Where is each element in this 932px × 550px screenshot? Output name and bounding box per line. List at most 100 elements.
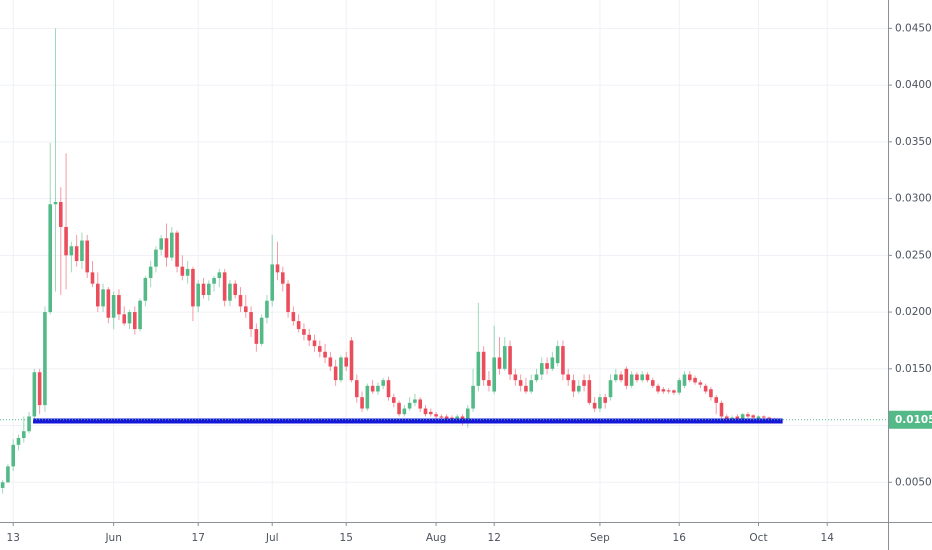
candle-body — [228, 283, 232, 301]
candle-body — [571, 380, 576, 392]
candle-body — [323, 351, 327, 358]
y-tick-label: 0.04500 — [895, 22, 932, 34]
candle-body — [127, 312, 132, 324]
candle-body — [217, 272, 222, 279]
candle-body — [576, 385, 581, 392]
candle-body — [95, 283, 100, 307]
candle-body — [58, 201, 63, 227]
candle-body — [302, 329, 306, 335]
candle-body — [693, 377, 697, 383]
candle-body — [265, 300, 269, 318]
x-tick-label: 15 — [340, 532, 353, 544]
candle-body — [640, 374, 645, 381]
candle-body — [259, 317, 264, 344]
candle-body — [402, 408, 407, 415]
candle-body — [534, 374, 539, 381]
candle-body — [296, 321, 301, 330]
candle-body — [360, 397, 364, 409]
candle-body — [524, 385, 528, 392]
candle-body — [132, 312, 137, 330]
candle-body — [101, 289, 105, 307]
candle-body — [317, 346, 322, 352]
candle-body — [169, 232, 174, 258]
candle-body — [561, 346, 565, 375]
candle-body — [333, 366, 338, 381]
candle-body — [677, 380, 682, 393]
candle-body — [159, 238, 164, 250]
candle-body — [555, 346, 560, 364]
candle-body — [751, 415, 756, 418]
candle-body — [719, 402, 724, 417]
candle-body — [122, 314, 127, 324]
candle-body — [608, 380, 613, 398]
candle-body — [471, 385, 475, 409]
candle-body — [180, 266, 185, 276]
candle-body — [16, 438, 21, 445]
candle-body — [64, 226, 68, 256]
candle-body — [476, 351, 481, 386]
candle-body — [53, 201, 58, 205]
candle-body — [249, 312, 253, 330]
candle-body — [619, 374, 623, 381]
candle-body — [497, 357, 502, 369]
candle-body — [74, 246, 79, 261]
candle-body — [566, 374, 571, 381]
candle-body — [85, 240, 90, 273]
candle-body — [413, 399, 417, 403]
candle-body — [370, 385, 375, 392]
candle-body — [328, 357, 333, 367]
candle-body — [381, 380, 386, 386]
candle-body — [502, 346, 507, 369]
candle-body — [444, 416, 449, 419]
candle-body — [48, 204, 53, 313]
candle-body — [365, 385, 370, 409]
candle-body — [518, 380, 523, 386]
candle-body — [756, 416, 761, 419]
candle-body — [27, 416, 31, 432]
candle-body — [339, 357, 343, 381]
candle-body — [270, 264, 275, 301]
candle-body — [418, 399, 423, 409]
candle-body — [735, 416, 740, 419]
candle-body — [386, 380, 391, 398]
candle-body — [43, 312, 47, 406]
candle-body — [164, 238, 169, 258]
x-tick-label: Jul — [265, 532, 279, 544]
candle-body — [703, 385, 708, 392]
candle-body — [761, 416, 766, 418]
candle-body — [201, 283, 206, 296]
candle-body — [724, 416, 729, 419]
candle-body — [508, 346, 512, 375]
candle-body — [746, 414, 750, 417]
x-tick-label: Jun — [104, 532, 121, 544]
candle-body — [238, 295, 243, 307]
candle-body — [650, 380, 655, 386]
x-tick-label: Sep — [590, 532, 610, 544]
candle-body — [69, 246, 74, 256]
candle-body — [154, 249, 158, 267]
candle-body — [629, 374, 634, 386]
candle-body — [275, 264, 280, 273]
candle-body — [106, 289, 111, 318]
candle-body — [11, 444, 16, 467]
candle-body — [423, 408, 428, 415]
candle-body — [6, 466, 10, 483]
candle-body — [465, 408, 470, 423]
candle-body — [539, 363, 544, 375]
candle-body — [397, 402, 401, 415]
candle-body — [0, 482, 5, 488]
candle-body — [587, 380, 592, 403]
candle-body — [307, 334, 312, 341]
candle-body — [624, 368, 629, 386]
candle-body — [661, 389, 666, 392]
candle-body — [349, 340, 354, 381]
candle-body — [672, 390, 676, 393]
candle-body — [191, 268, 195, 307]
candles — [0, 28, 888, 494]
